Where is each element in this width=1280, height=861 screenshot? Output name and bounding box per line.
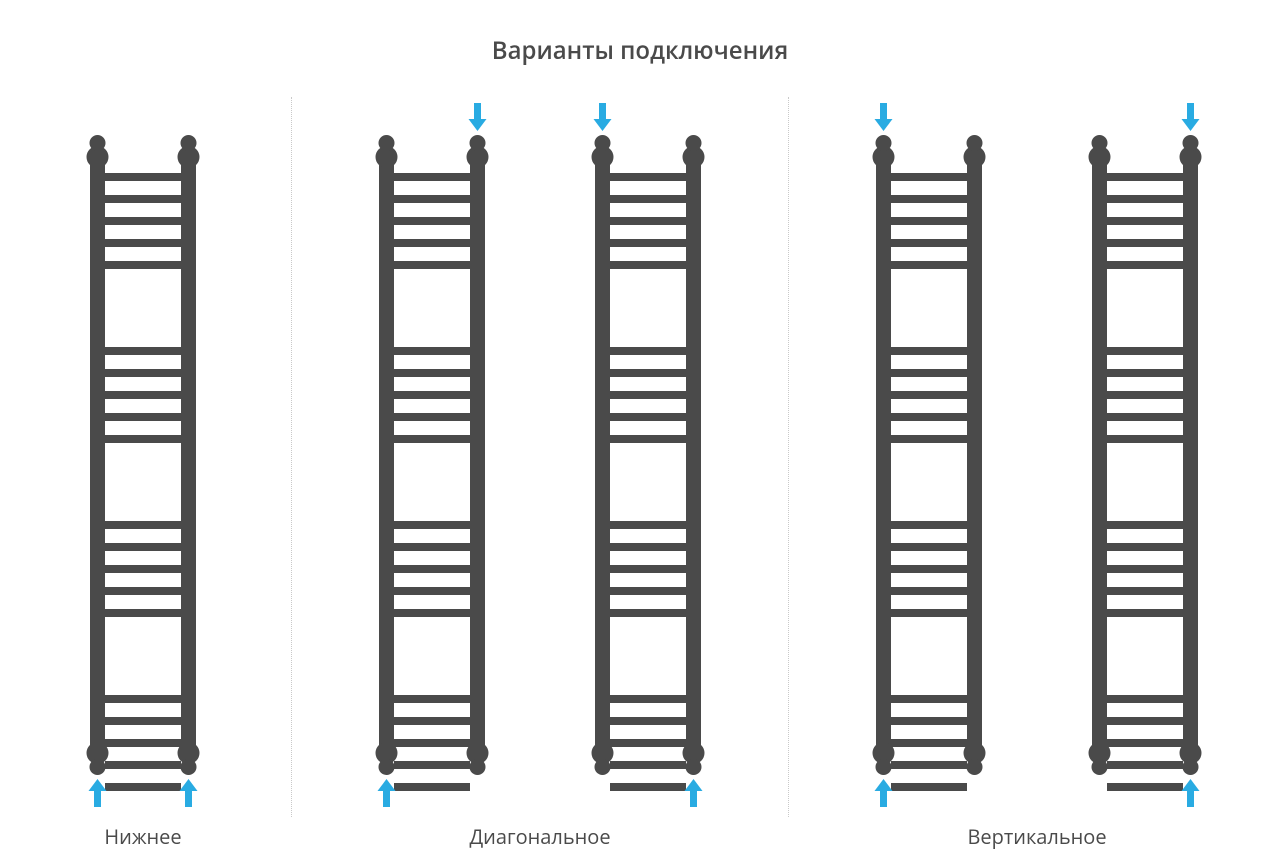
- panel-vertical: Вертикальное: [807, 97, 1267, 850]
- label-vertical: Вертикальное: [967, 823, 1106, 850]
- divider-2: [788, 97, 789, 817]
- radiator-icon: [866, 97, 992, 813]
- radiator-icon: [80, 97, 206, 813]
- radiator-icon: [369, 97, 495, 813]
- radiators-bottom: [80, 97, 206, 813]
- radiator-icon: [1082, 97, 1208, 813]
- radiators-diagonal: [369, 97, 711, 813]
- panel-bottom: Нижнее: [13, 97, 273, 850]
- radiator-icon: [585, 97, 711, 813]
- label-bottom: Нижнее: [104, 823, 181, 850]
- panel-diagonal: Диагональное: [310, 97, 770, 850]
- label-diagonal: Диагональное: [469, 823, 610, 850]
- panels-row: Нижнее Диагональное: [0, 97, 1280, 850]
- page-title: Варианты подключения: [0, 0, 1280, 77]
- divider-1: [291, 97, 292, 817]
- radiators-vertical: [866, 97, 1208, 813]
